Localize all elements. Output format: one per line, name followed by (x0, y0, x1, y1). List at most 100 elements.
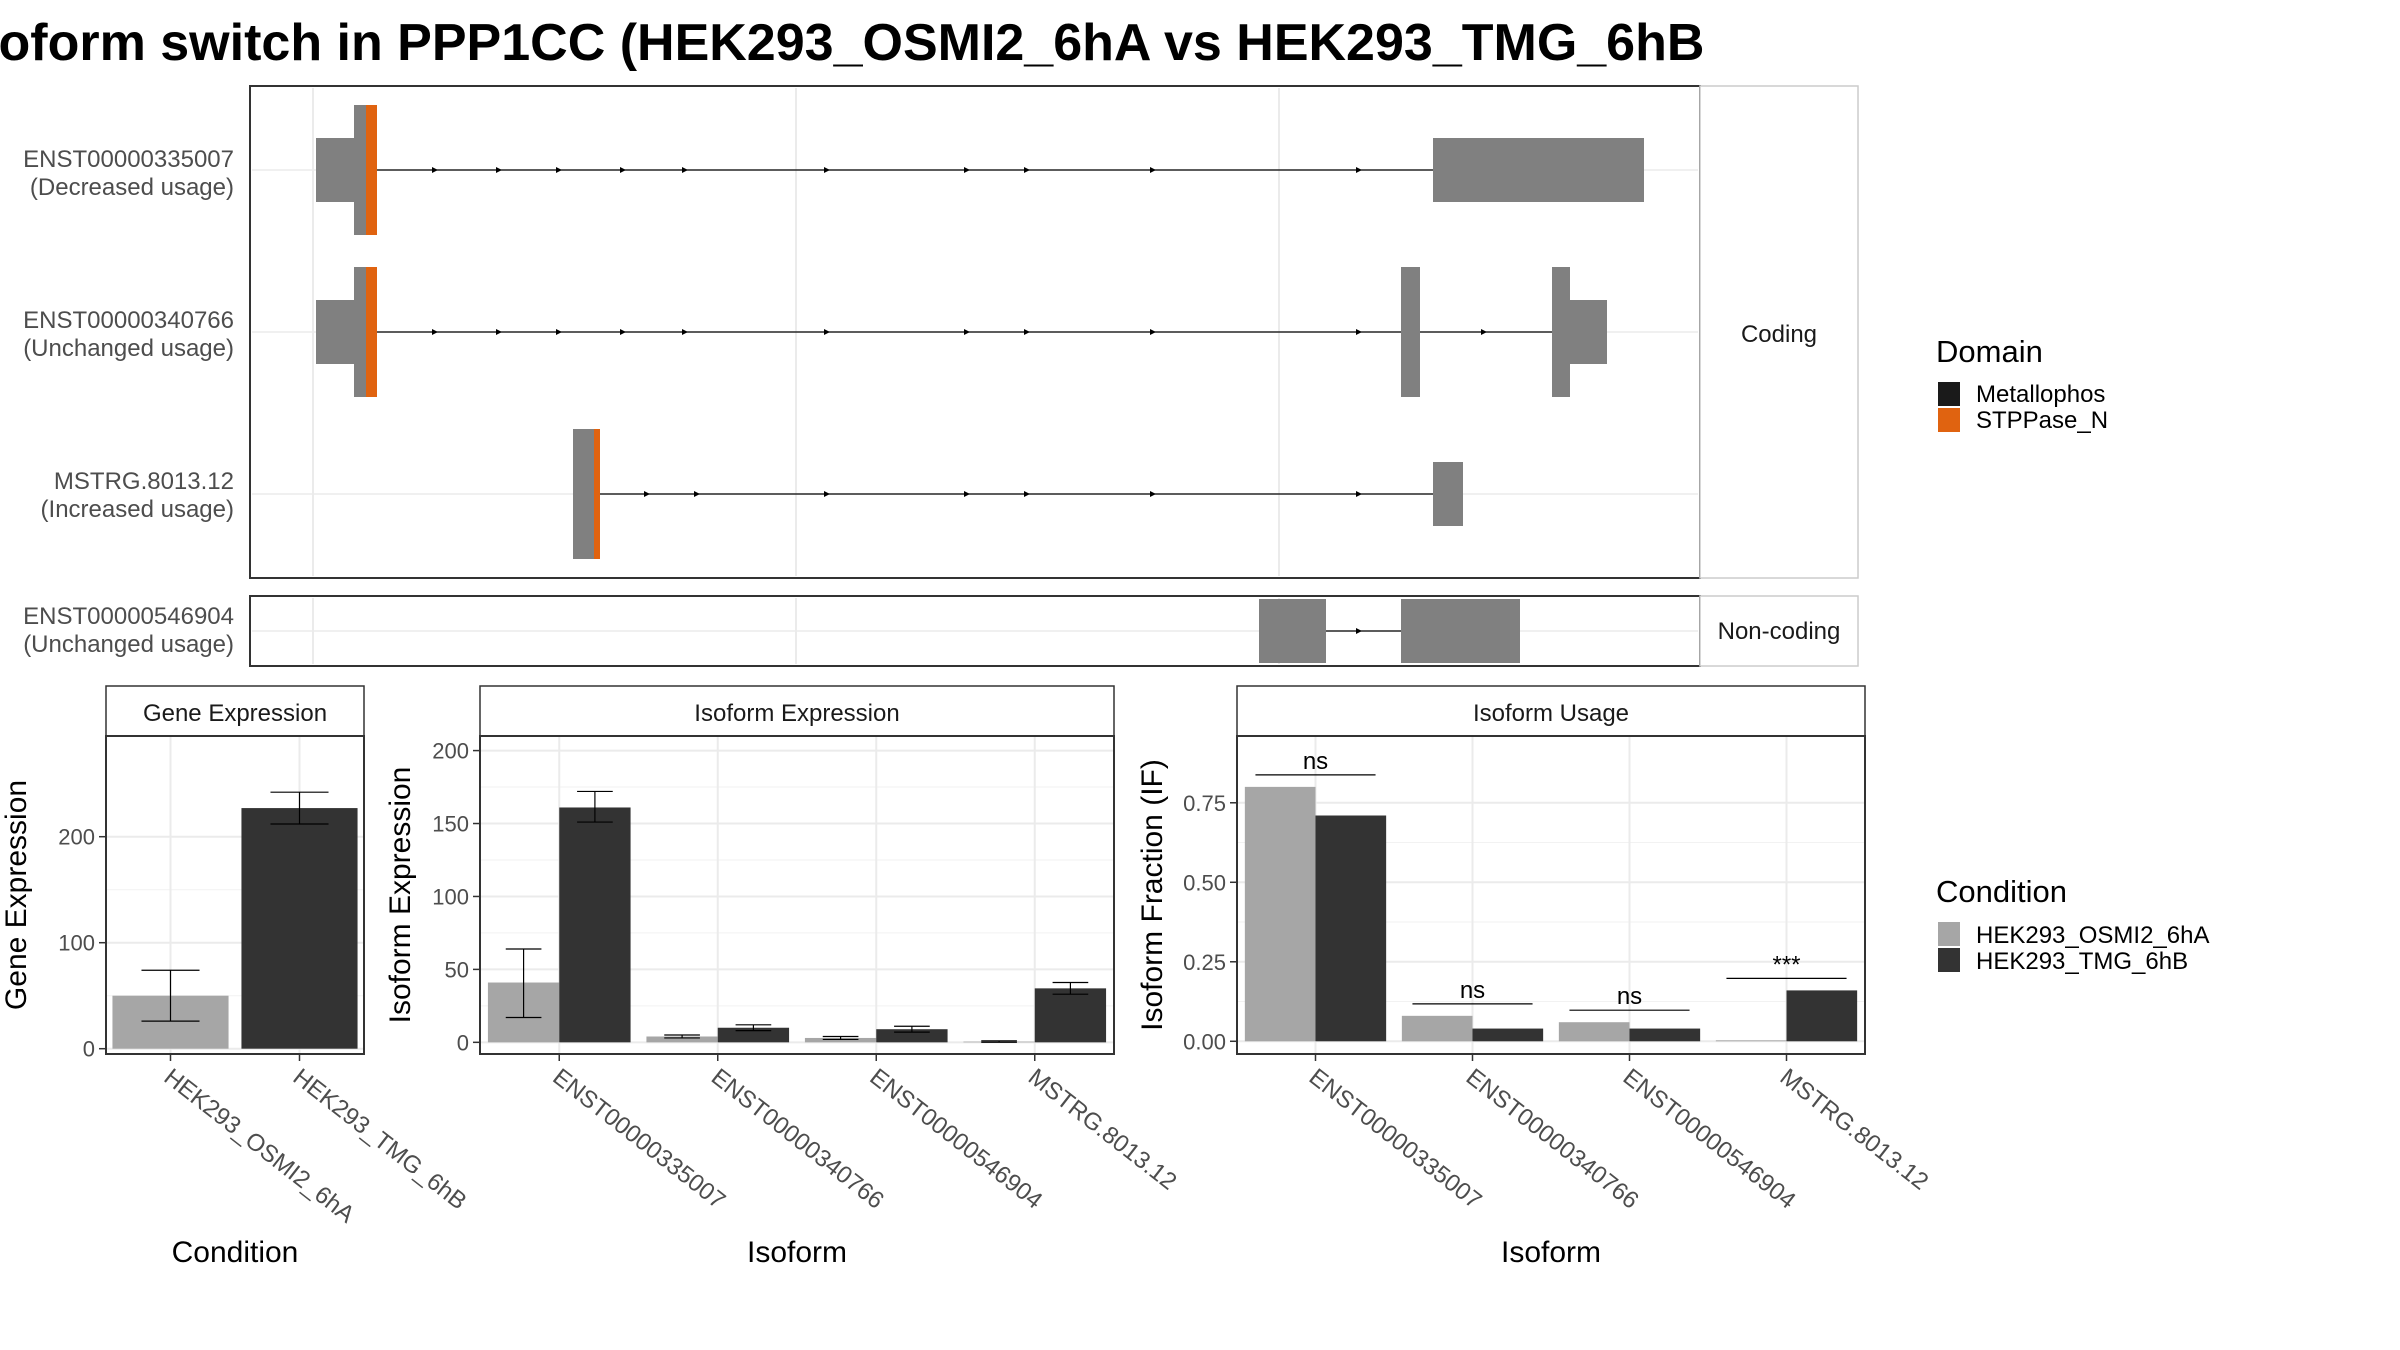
x-tick-label: ENST00000546904 (865, 1063, 1048, 1214)
y-tick-label: 150 (432, 812, 469, 837)
bar (1244, 786, 1316, 1042)
intron-arrow-icon (432, 329, 438, 335)
exon-domain-stppase-n (594, 429, 600, 559)
y-tick-label: 200 (58, 825, 95, 850)
intron-arrow-icon (620, 329, 626, 335)
legend-key-condition-b (1938, 948, 1960, 972)
y-axis-title: Isoform Expression (384, 767, 417, 1024)
condition-legend: Condition HEK293_OSMI2_6hA HEK293_TMG_6h… (1936, 874, 2209, 975)
intron-arrow-icon (1356, 329, 1362, 335)
transcript-tracks (316, 105, 1644, 663)
x-axis-title: Isoform (1501, 1236, 1601, 1269)
panel-strip (105, 685, 365, 737)
significance-label: ns (1460, 977, 1485, 1004)
panel-frame (105, 735, 365, 1055)
exon-domain-stppase-n (366, 267, 377, 397)
x-axis-title: Condition (172, 1236, 299, 1269)
exon-block (316, 138, 354, 202)
legend-key-stppase-n (1938, 408, 1960, 432)
y-axis-title: Isoform Fraction (IF) (1136, 759, 1169, 1031)
significance-label: ns (1617, 983, 1642, 1010)
panel-frame (1236, 735, 1866, 1055)
legend-label-condition-a: HEK293_OSMI2_6hA (1976, 922, 2209, 949)
y-tick-label: 0.50 (1183, 870, 1226, 895)
exon-block (1401, 599, 1520, 663)
x-tick-label: ENST00000546904 (1618, 1063, 1801, 1214)
legend-label-metallophos: Metallophos (1976, 381, 2105, 408)
transcript-track (316, 267, 1607, 397)
bar (1034, 988, 1107, 1043)
transcript-track (316, 105, 1644, 235)
intron-arrow-icon (824, 167, 830, 173)
bar-charts: Gene Expression0100200HEK293_OSMI2_6hAHE… (0, 685, 1934, 1269)
intron-arrow-icon (496, 167, 502, 173)
transcript-id-label: MSTRG.8013.12 (54, 468, 234, 495)
exon-block (354, 105, 366, 235)
intron-arrow-icon (556, 329, 562, 335)
condition-legend-title: Condition (1936, 874, 2067, 909)
panel-strip (479, 685, 1115, 737)
bar (1558, 1022, 1630, 1042)
panel-strip (1236, 685, 1866, 737)
transcript-usage-label: (Decreased usage) (30, 174, 234, 201)
y-tick-label: 200 (432, 739, 469, 764)
intron-arrow-icon (1150, 491, 1156, 497)
intron-arrow-icon (620, 167, 626, 173)
panel-title: Gene Expression (143, 700, 327, 727)
intron-arrow-icon (1024, 491, 1030, 497)
intron-arrow-icon (682, 329, 688, 335)
exon-block (1570, 300, 1607, 364)
transcript-track (1259, 599, 1520, 663)
exon-block (1259, 599, 1326, 663)
y-tick-label: 100 (58, 931, 95, 956)
bar (717, 1027, 790, 1043)
y-tick-label: 50 (445, 957, 469, 982)
legend-key-metallophos (1938, 382, 1960, 406)
legend-key-condition-a (1938, 922, 1960, 946)
intron-arrow-icon (694, 491, 700, 497)
exon-block (1433, 462, 1463, 526)
intron-arrow-icon (1356, 628, 1362, 634)
domain-legend: Domain Metallophos STPPase_N (1936, 334, 2108, 434)
y-tick-label: 0 (83, 1037, 95, 1062)
exon-block (316, 300, 354, 364)
exon-block (1401, 267, 1420, 397)
exon-block (1552, 267, 1570, 397)
intron-arrow-icon (1356, 491, 1362, 497)
significance-label: *** (1772, 951, 1800, 978)
bar (646, 1036, 718, 1043)
intron-arrow-icon (964, 167, 970, 173)
bar (1401, 1015, 1473, 1042)
bar (804, 1037, 877, 1043)
exon-block (354, 267, 366, 397)
intron-arrow-icon (1356, 167, 1362, 173)
bar (1315, 815, 1387, 1042)
legend-label-condition-b: HEK293_TMG_6hB (1976, 948, 2188, 975)
bar-chart-panel: Isoform Expression 0 50 100 150 200 ENST000003… (384, 685, 1182, 1269)
exon-block (573, 429, 594, 559)
exon-block (1433, 138, 1644, 202)
intron-arrow-icon (556, 167, 562, 173)
transcript-track (573, 429, 1463, 559)
intron-arrow-icon (1150, 329, 1156, 335)
transcript-usage-label: (Unchanged usage) (23, 631, 234, 658)
x-tick-label: ENST00000340766 (706, 1063, 889, 1214)
panel-title: Isoform Expression (694, 700, 899, 727)
y-axis-title: Gene Expression (0, 780, 33, 1010)
intron-arrow-icon (496, 329, 502, 335)
x-tick-label: ENST00000335007 (548, 1063, 731, 1214)
intron-arrow-icon (1150, 167, 1156, 173)
transcript-labels: ENST00000335007 (Decreased usage) ENST00… (23, 146, 234, 658)
panel-title: Isoform Usage (1473, 700, 1629, 727)
x-axis-title: Isoform (747, 1236, 847, 1269)
transcript-id-label: ENST00000340766 (23, 307, 234, 334)
bar-chart-panel: Isoform Usage ns ns ns *** 0.00 0.25 0.50 0.75 EN… (1136, 685, 1934, 1269)
y-tick-label: 0.75 (1183, 791, 1226, 816)
bar (559, 807, 631, 1043)
intron-arrow-icon (682, 167, 688, 173)
y-tick-label: 0.25 (1183, 950, 1226, 975)
y-tick-label: 0.00 (1183, 1029, 1226, 1054)
bar (1472, 1028, 1544, 1042)
x-tick-label: MSTRG.8013.12 (1775, 1063, 1934, 1195)
